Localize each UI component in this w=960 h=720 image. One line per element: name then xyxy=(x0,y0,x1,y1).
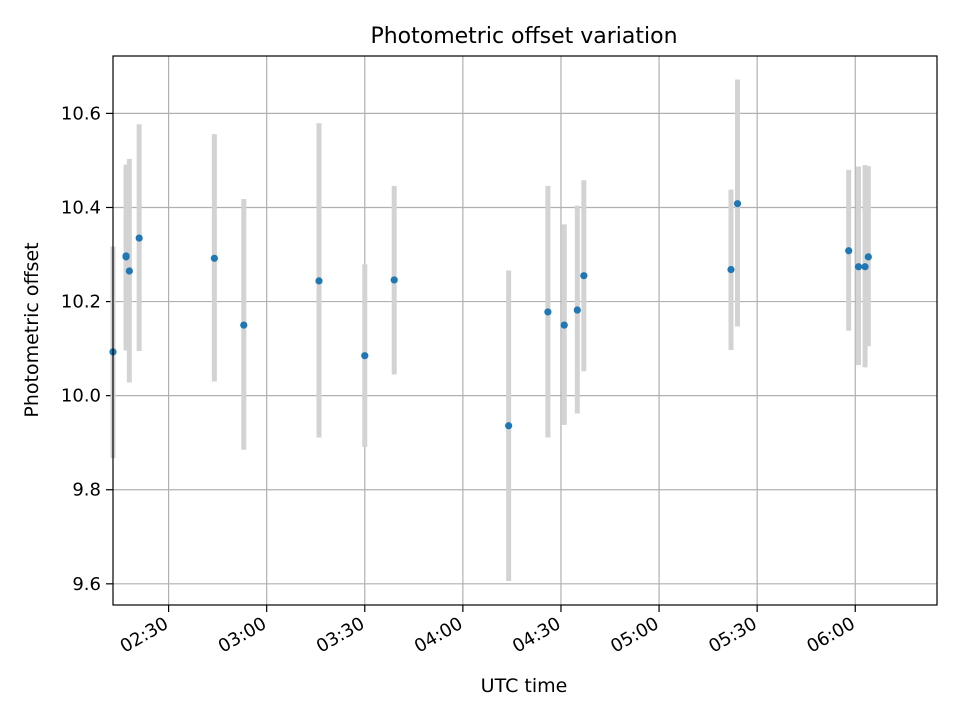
data-point xyxy=(544,308,552,316)
y-axis-label: Photometric offset xyxy=(21,242,43,417)
y-axis: 9.6 9.8 10.0 10.2 10.4 10.6 xyxy=(61,103,113,595)
y-tick-label: 9.8 xyxy=(72,480,101,501)
data-point xyxy=(733,200,742,208)
y-tick-label: 10.0 xyxy=(61,386,101,407)
data-point xyxy=(864,253,872,261)
data-point xyxy=(125,267,133,275)
data-point xyxy=(210,254,218,262)
data-point xyxy=(505,422,513,430)
data-point xyxy=(240,321,248,329)
y-tick-label: 9.6 xyxy=(72,574,101,595)
y-tick-label: 10.4 xyxy=(61,197,101,218)
chart-title: Photometric offset variation xyxy=(370,24,677,49)
grid xyxy=(113,56,937,605)
y-tick-label: 10.6 xyxy=(61,103,101,124)
data-point xyxy=(135,234,143,242)
data-point xyxy=(390,276,398,284)
data-point xyxy=(845,247,853,255)
data-point xyxy=(854,263,863,271)
data-point xyxy=(560,321,568,329)
data-points xyxy=(109,200,872,430)
plot-frame xyxy=(112,55,938,606)
data-point xyxy=(580,272,588,280)
data-point xyxy=(727,265,735,274)
data-point xyxy=(315,277,323,285)
data-point xyxy=(361,352,369,360)
data-point xyxy=(573,306,581,314)
data-point xyxy=(861,263,869,271)
y-tick-label: 10.2 xyxy=(61,292,101,313)
x-axis-label: UTC time xyxy=(481,675,568,697)
data-point xyxy=(122,252,130,260)
